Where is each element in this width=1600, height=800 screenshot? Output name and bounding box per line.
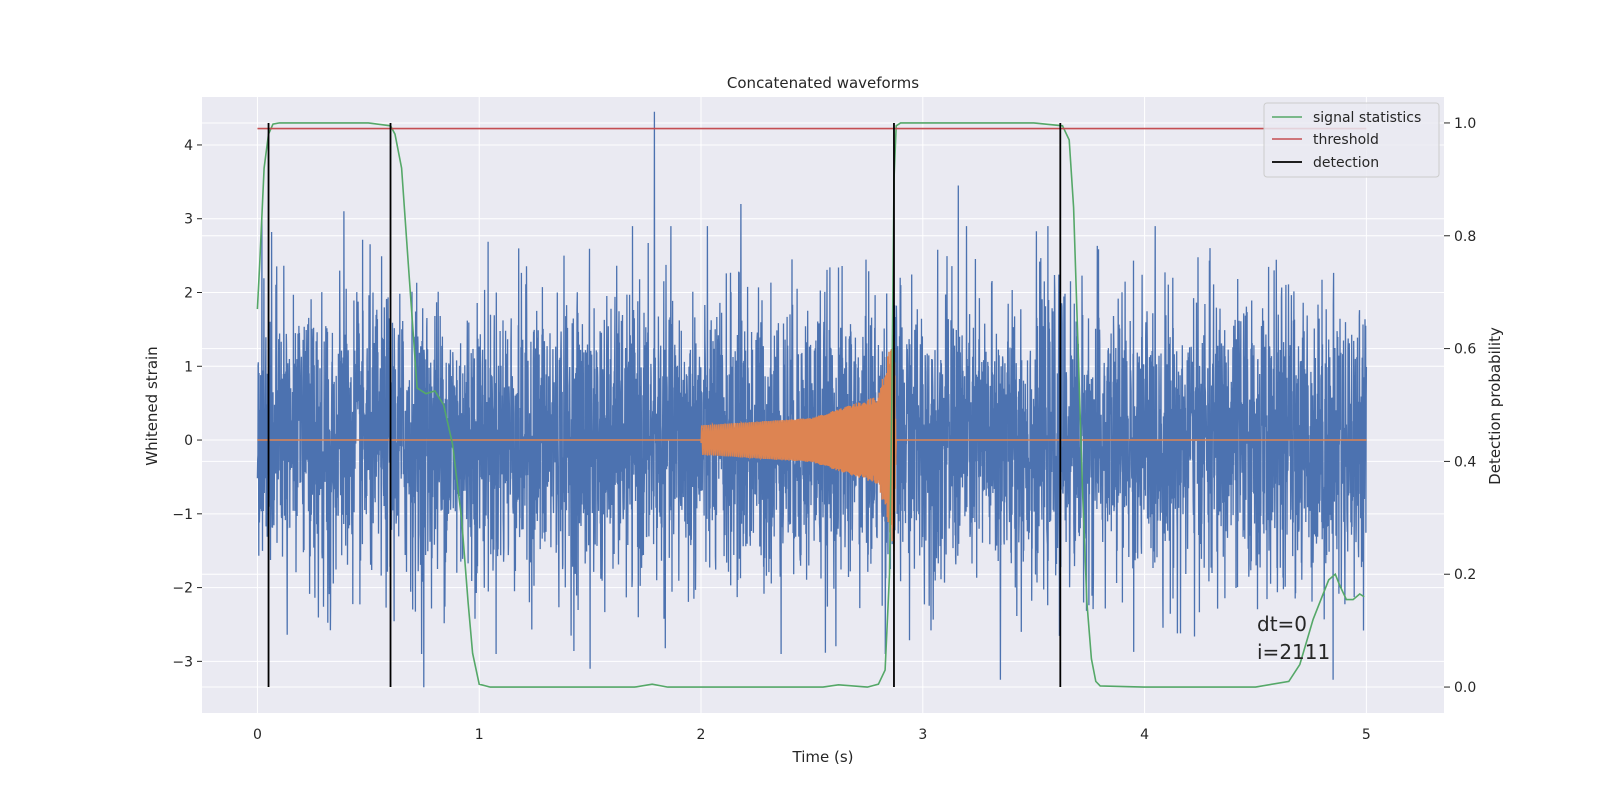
annotation-i: i=2111: [1257, 640, 1330, 664]
x-tick-label: 0: [253, 727, 262, 743]
y-tick-label: 2: [184, 285, 193, 301]
y-axis-ticks: −3 −2 −1 0 1 2 3 4: [172, 138, 202, 670]
y2-tick-label: 0.4: [1454, 454, 1476, 470]
injected-chirp-line: [257, 334, 1367, 551]
x-tick-label: 1: [475, 727, 484, 743]
whitened-strain-line: [256, 111, 1368, 688]
annotation-dt: dt=0: [1257, 612, 1307, 636]
x-tick-label: 4: [1140, 727, 1149, 743]
y-axis-label: Whitened strain: [143, 346, 161, 465]
y-tick-label: 3: [184, 212, 193, 228]
y-tick-label: 1: [184, 359, 193, 375]
x-tick-label: 3: [918, 727, 927, 743]
injected-chirp-series: [257, 334, 1367, 551]
whitened-strain-series: [256, 111, 1368, 688]
x-axis-label: Time (s): [792, 748, 854, 766]
y2-tick-label: 0.8: [1454, 229, 1476, 245]
signal-statistics-line: [256, 122, 1365, 688]
x-tick-label: 2: [697, 727, 706, 743]
y-tick-label: −2: [172, 581, 193, 597]
y-tick-label: 4: [184, 138, 193, 154]
y-tick-label: 0: [184, 433, 193, 449]
legend-label-detection: detection: [1313, 155, 1379, 171]
legend-box: [1263, 102, 1440, 178]
x-axis-ticks: 0 1 2 3 4 5: [253, 727, 1371, 743]
y-tick-label: −3: [172, 654, 193, 670]
y2-tick-label: 0.2: [1454, 567, 1476, 583]
y-tick-label: −1: [172, 507, 193, 523]
legend-label-threshold: threshold: [1313, 132, 1379, 148]
signal-statistics-series: [256, 122, 1365, 688]
legend-label-signal-statistics: signal statistics: [1313, 110, 1421, 126]
legend: signal statistics threshold detection: [1263, 102, 1440, 178]
y2-tick-label: 0.0: [1454, 680, 1476, 696]
detection-series: [267, 122, 1062, 688]
chart-title: Concatenated waveforms: [727, 74, 919, 92]
y2-tick-label: 0.6: [1454, 342, 1476, 358]
x-tick-label: 5: [1362, 727, 1371, 743]
y2-tick-label: 1.0: [1454, 116, 1476, 132]
y2-axis-label: Detection probability: [1486, 327, 1504, 485]
y2-axis-ticks: 0.0 0.2 0.4 0.6 0.8 1.0: [1444, 116, 1476, 696]
